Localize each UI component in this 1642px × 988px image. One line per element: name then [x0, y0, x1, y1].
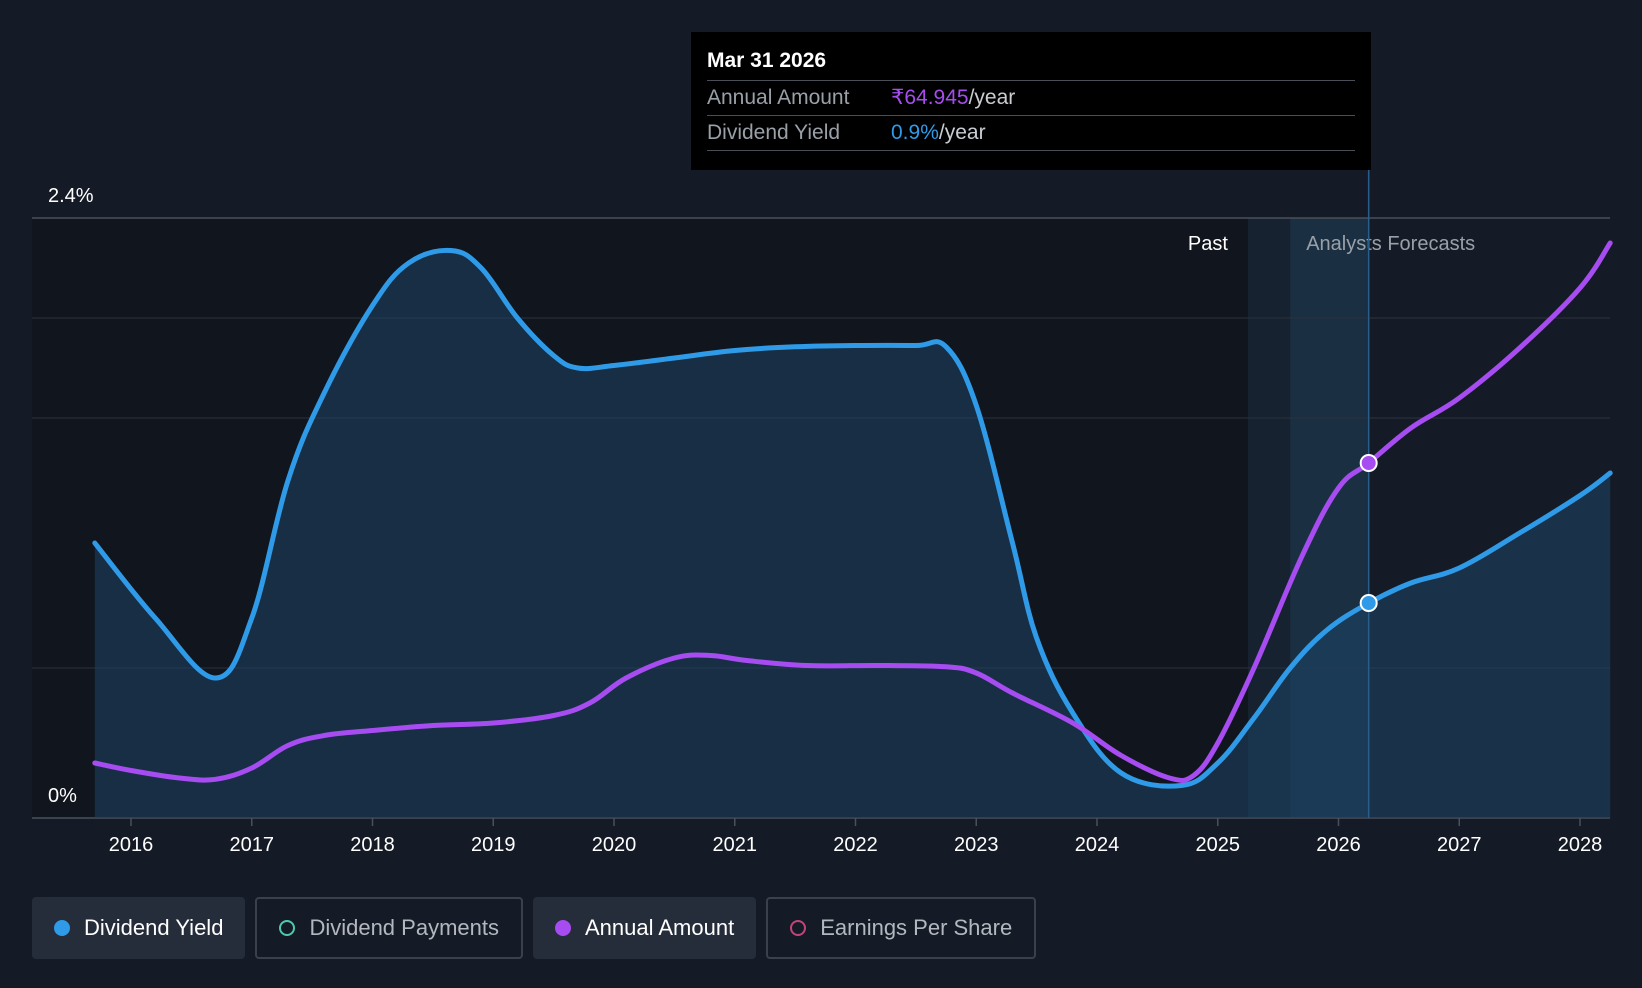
annual-amount-marker — [1359, 454, 1378, 472]
legend-dividend-yield-label: Dividend Yield — [84, 915, 224, 940]
past-label: Past — [1188, 233, 1228, 255]
chart-legend: Dividend Yield Dividend Payments Annual … — [32, 897, 1037, 959]
legend-dividend-payments-label: Dividend Payments — [309, 915, 499, 940]
dividend-yield-area — [94, 250, 1611, 818]
dividend-yield-dot-icon — [54, 920, 70, 936]
x-tick-label-2017: 2017 — [230, 834, 275, 856]
annual-amount-dot-icon — [554, 920, 571, 936]
tooltip-amount-row: Annual Amount ₹64.945 /year — [707, 81, 1355, 116]
x-tick-label-2027: 2027 — [1437, 834, 1482, 856]
tooltip-yield-label: Dividend Yield — [707, 121, 841, 144]
legend-earnings-per-share-label: Earnings Per Share — [820, 915, 1013, 940]
tooltip-amount-unit: /year — [968, 86, 1016, 109]
y-axis-max-label: 2.4% — [48, 185, 94, 207]
forecast-label: Analysts Forecasts — [1306, 233, 1475, 255]
x-tick-label-2023: 2023 — [954, 834, 999, 856]
legend-dividend-payments-button[interactable]: Dividend Payments — [255, 897, 523, 959]
dividend-yield-line — [92, 247, 1613, 789]
x-tick-label-2026: 2026 — [1316, 834, 1361, 856]
x-tick-label-2018: 2018 — [350, 834, 395, 856]
legend-annual-amount-label: Annual Amount — [584, 915, 735, 940]
annual-amount-line — [92, 240, 1613, 783]
legend-annual-amount-button[interactable]: Annual Amount — [532, 897, 757, 959]
x-tick-label-2020: 2020 — [592, 834, 637, 856]
tooltip-date: Mar 31 2026 — [707, 46, 1355, 81]
tooltip-yield-value: 0.9% — [891, 121, 939, 144]
x-tick-label-2016: 2016 — [109, 834, 154, 856]
tooltip-amount-value: ₹64.945 — [891, 86, 969, 109]
tooltip-amount-label: Annual Amount — [707, 86, 850, 109]
tooltip-yield-unit: /year — [938, 121, 986, 144]
y-axis-min-label: 0% — [48, 785, 77, 807]
x-tick-label-2019: 2019 — [471, 834, 516, 856]
x-tick-label-2022: 2022 — [833, 834, 878, 856]
dividend-payments-hollow-dot-icon — [279, 920, 296, 936]
tooltip-yield-row: Dividend Yield 0.9% /year — [707, 116, 1355, 151]
legend-earnings-per-share-button[interactable]: Earnings Per Share — [766, 897, 1037, 959]
dividend-yield-marker — [1359, 594, 1378, 612]
x-tick-label-2024: 2024 — [1075, 834, 1120, 856]
x-tick-label-2025: 2025 — [1196, 834, 1241, 856]
x-tick-label-2028: 2028 — [1558, 834, 1603, 856]
earnings-per-share-hollow-dot-icon — [790, 920, 807, 936]
legend-dividend-yield-button[interactable]: Dividend Yield — [32, 897, 246, 959]
x-tick-label-2021: 2021 — [713, 834, 758, 856]
chart-tooltip: Mar 31 2026 Annual Amount ₹64.945 /year … — [691, 32, 1371, 170]
